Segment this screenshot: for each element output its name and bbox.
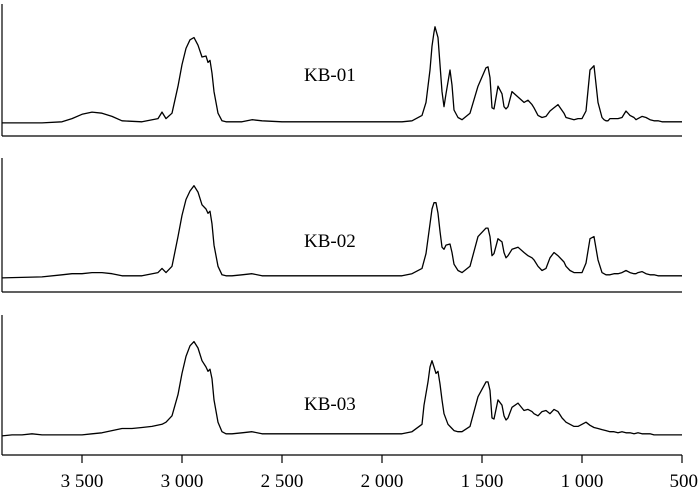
panel-1: KB-01 — [1, 4, 682, 137]
panel-2: KB-02 — [1, 158, 682, 293]
series-label-kb-01: KB-01 — [304, 65, 356, 86]
x-tick-label-1500: 1 500 — [461, 471, 504, 492]
x-tick-label-3000: 3 000 — [161, 471, 204, 492]
spectrum-line-kb-01 — [2, 26, 682, 124]
x-tick-label-1000: 1 000 — [561, 471, 604, 492]
x-axis: 3 500 3 000 2 500 2 000 1 500 1 000 500 — [2, 454, 699, 492]
panel-3: KB-03 — [1, 315, 682, 455]
x-tick-label-3500: 3 500 — [61, 471, 104, 492]
x-tick-label-2000: 2 000 — [361, 471, 404, 492]
spectrum-line-kb-03 — [1, 340, 682, 437]
x-tick-label-500: 500 — [670, 471, 699, 492]
spectrum-line-kb-02 — [1, 185, 682, 279]
x-tick-label-2500: 2 500 — [261, 471, 304, 492]
series-label-kb-02: KB-02 — [304, 231, 356, 252]
spectra-panels: KB-01 KB-02 KB-03 — [1, 4, 682, 455]
series-label-kb-03: KB-03 — [304, 394, 356, 415]
